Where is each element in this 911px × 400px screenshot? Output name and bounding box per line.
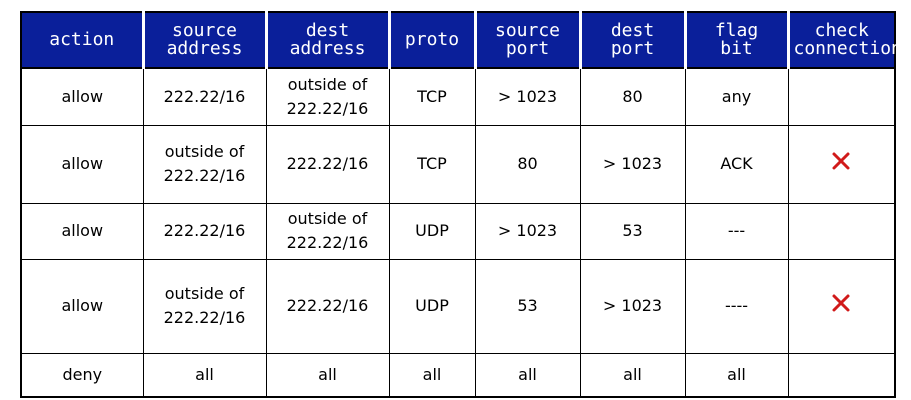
action-cell: allow (20, 67, 144, 126)
header-label: bit (720, 38, 753, 59)
firewall-rules-table-wrap: action source address dest address proto… (20, 11, 902, 398)
check-connection-cell (787, 202, 896, 260)
source-port-cell: > 1023 (474, 67, 581, 126)
firewall-rules-table: action source address dest address proto… (20, 11, 902, 398)
check-connection-cell (787, 124, 896, 204)
cell-text: 222.22/16 (286, 98, 369, 118)
source-port-cell: 80 (474, 124, 581, 204)
header-label: address (166, 38, 243, 59)
source-port-cell: > 1023 (474, 202, 581, 260)
dest-port-cell: > 1023 (579, 124, 686, 204)
table-row: allow outside of 222.22/16 222.22/16 TCP… (20, 124, 896, 204)
flag-bit-cell: --- (684, 202, 789, 260)
cell-text: all (195, 364, 214, 384)
proto-cell: UDP (388, 202, 476, 260)
proto-cell: all (388, 352, 476, 398)
proto-cell: TCP (388, 67, 476, 126)
action-cell: deny (20, 352, 144, 398)
header-label: flag (714, 20, 759, 41)
cell-text: 222.22/16 (286, 233, 369, 252)
cell-text: all (318, 364, 337, 384)
flag-bit-cell: ---- (684, 258, 789, 354)
table-row: allow 222.22/16 outside of 222.22/16 UDP… (20, 202, 896, 260)
check-connection-cell (787, 67, 896, 126)
action-cell: allow (20, 124, 144, 204)
table-row: allow outside of 222.22/16 222.22/16 UDP… (20, 258, 896, 354)
cell-text: 222.22/16 (286, 296, 369, 315)
header-action: action (21, 12, 145, 69)
source-address-cell: outside of 222.22/16 (142, 258, 267, 354)
flag-bit-cell: ACK (684, 124, 789, 204)
header-label: source (171, 20, 238, 41)
action-cell: allow (20, 202, 144, 260)
flag-bit-cell: any (684, 67, 789, 126)
dest-port-cell: > 1023 (579, 258, 686, 354)
proto-cell: UDP (388, 258, 476, 354)
cell-text: outside of (164, 284, 245, 303)
flag-bit-cell: all (684, 352, 789, 398)
header-row: action source address dest address proto… (21, 12, 902, 69)
header-dest-port: dest port (580, 12, 687, 69)
header-label: address (289, 38, 366, 59)
check-connection-cell (787, 258, 896, 354)
cell-text: outside of (164, 142, 245, 161)
x-mark-icon (832, 294, 850, 311)
source-address-cell: outside of 222.22/16 (142, 124, 267, 204)
source-port-cell: all (474, 352, 581, 398)
cell-text: 222.22/16 (163, 86, 246, 106)
header-label: check (814, 20, 869, 41)
header-proto: proto (389, 12, 477, 69)
header-label: dest (610, 20, 655, 41)
dest-port-cell: 80 (579, 67, 686, 126)
header-label: dest (305, 20, 350, 41)
dest-address-cell: outside of 222.22/16 (265, 67, 390, 126)
dest-address-cell: outside of 222.22/16 (265, 202, 390, 260)
source-address-cell: all (142, 352, 267, 398)
header-source-port: source port (475, 12, 582, 69)
x-mark-icon (832, 152, 850, 169)
header-label: port (505, 38, 550, 59)
header-dest-address: dest address (266, 12, 391, 69)
cell-text: outside of (287, 209, 368, 228)
dest-port-cell: all (579, 352, 686, 398)
cell-text: outside of (287, 74, 368, 94)
header-label: connection (793, 38, 902, 59)
dest-address-cell: 222.22/16 (265, 258, 390, 354)
cell-text: 222.22/16 (163, 221, 246, 240)
header-label: action (49, 29, 115, 50)
source-address-cell: 222.22/16 (142, 202, 267, 260)
header-label: port (610, 38, 655, 59)
check-connection-cell (787, 352, 896, 398)
dest-port-cell: 53 (579, 202, 686, 260)
table-row: deny all all all all all all (20, 352, 896, 398)
proto-cell: TCP (388, 124, 476, 204)
cell-text: 222.22/16 (163, 308, 246, 327)
dest-address-cell: 222.22/16 (265, 124, 390, 204)
cell-text: 222.22/16 (163, 166, 246, 185)
header-flag-bit: flag bit (685, 12, 790, 69)
header-label: proto (404, 29, 460, 50)
header-label: source (494, 20, 561, 41)
cell-text: 222.22/16 (286, 154, 369, 173)
action-cell: allow (20, 258, 144, 354)
dest-address-cell: all (265, 352, 390, 398)
source-port-cell: 53 (474, 258, 581, 354)
table-row: allow 222.22/16 outside of 222.22/16 TCP… (20, 67, 896, 126)
header-source-address: source address (143, 12, 268, 69)
source-address-cell: 222.22/16 (142, 67, 267, 126)
header-check-connection: check connection (788, 12, 902, 69)
